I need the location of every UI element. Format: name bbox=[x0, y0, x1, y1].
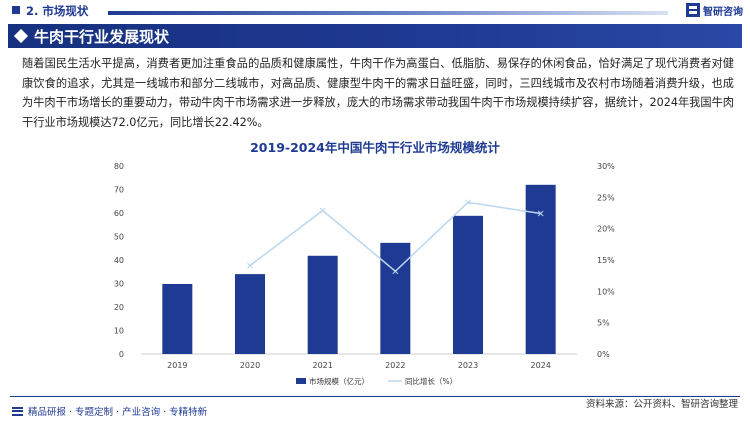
body-paragraph: 随着国民生活水平提高，消费者更加注重食品的品质和健康属性，牛肉干作为高蛋白、低脂… bbox=[22, 57, 734, 129]
title-banner: 牛肉干行业发展现状 bbox=[8, 24, 742, 48]
bar-series bbox=[162, 184, 556, 354]
page-title: 牛肉干行业发展现状 bbox=[34, 28, 170, 46]
left-axis-tick: 40 bbox=[114, 256, 124, 265]
x-axis-label: 2019 bbox=[167, 361, 187, 370]
brand-logo: 智研咨询 bbox=[686, 2, 743, 18]
bar-2023 bbox=[453, 215, 483, 354]
left-axis-tick: 30 bbox=[114, 280, 124, 289]
x-axis-label: 2022 bbox=[385, 361, 405, 370]
left-axis-tick: 70 bbox=[114, 186, 124, 195]
legend-bar-label: 市场规模（亿元） bbox=[309, 376, 369, 386]
right-axis-ticks: 0% 5% 10% 15% 20% 25% 30% bbox=[597, 162, 615, 359]
left-axis-tick: 0 bbox=[119, 350, 124, 359]
bar-2021 bbox=[307, 255, 338, 354]
right-axis-tick: 0% bbox=[597, 350, 610, 359]
growth-point-2021 bbox=[319, 207, 326, 214]
legend-bar-swatch bbox=[296, 378, 306, 384]
bar-2020 bbox=[235, 274, 265, 354]
x-axis-label: 2023 bbox=[458, 361, 478, 370]
right-axis-tick: 25% bbox=[597, 193, 615, 202]
bar-2019 bbox=[162, 283, 193, 354]
legend-line-label: 同比增长（%） bbox=[405, 376, 457, 386]
left-axis-ticks: 0 10 20 30 40 50 60 70 80 bbox=[114, 162, 124, 359]
x-axis-labels: 2019 2020 2021 2022 2023 2024 bbox=[167, 361, 551, 370]
x-axis-label: 2020 bbox=[240, 361, 260, 370]
x-axis-label: 2024 bbox=[530, 361, 550, 370]
footer-tagline: 精品研报 · 专题定制 · 产业咨询 · 专精特新 bbox=[28, 407, 208, 418]
market-size-chart: 0 10 20 30 40 50 60 70 80 0% 5% 10% 15% 20% 25% 30% 20… bbox=[114, 162, 615, 386]
left-axis-tick: 60 bbox=[114, 209, 124, 218]
right-axis-tick: 20% bbox=[597, 225, 615, 234]
left-axis-tick: 80 bbox=[114, 162, 124, 171]
menu-lines-icon bbox=[12, 406, 23, 416]
left-axis-tick: 20 bbox=[114, 303, 124, 312]
footer-tagline-group: 精品研报 · 专题定制 · 产业咨询 · 专精特新 bbox=[12, 404, 207, 418]
header-rule bbox=[108, 11, 668, 15]
bar-2024 bbox=[525, 184, 556, 354]
diamond-icon bbox=[13, 28, 29, 44]
growth-line-series bbox=[247, 199, 544, 275]
data-source: 资料来源：公开资料、智研咨询整理 bbox=[585, 399, 738, 410]
bar-2022 bbox=[380, 242, 411, 354]
right-axis-tick: 5% bbox=[597, 319, 610, 328]
top-bar: 2. 市场现状 bbox=[0, 0, 750, 22]
chart-title: 2019-2024年中国牛肉干行业市场规模统计 bbox=[250, 140, 500, 155]
right-axis-tick: 10% bbox=[597, 287, 615, 296]
chart-legend: 市场规模（亿元） 同比增长（%） bbox=[296, 376, 457, 386]
left-axis-tick: 50 bbox=[114, 233, 124, 242]
growth-point-2023 bbox=[465, 199, 471, 206]
section-marker-icon bbox=[12, 6, 20, 14]
right-axis-tick: 15% bbox=[597, 256, 615, 265]
growth-point-2022 bbox=[392, 268, 399, 275]
x-axis-label: 2021 bbox=[312, 361, 332, 370]
left-axis-tick: 10 bbox=[114, 327, 124, 336]
brand-logo-icon bbox=[686, 3, 700, 17]
section-label: 2. 市场现状 bbox=[26, 4, 89, 18]
right-axis-tick: 30% bbox=[597, 162, 615, 171]
footer-rule bbox=[10, 396, 740, 397]
growth-point-2020 bbox=[247, 262, 253, 269]
footer-bar: 精品研报 · 专题定制 · 产业咨询 · 专精特新 bbox=[0, 396, 750, 421]
brand-name: 智研咨询 bbox=[703, 6, 743, 18]
growth-point-2024 bbox=[537, 210, 544, 217]
